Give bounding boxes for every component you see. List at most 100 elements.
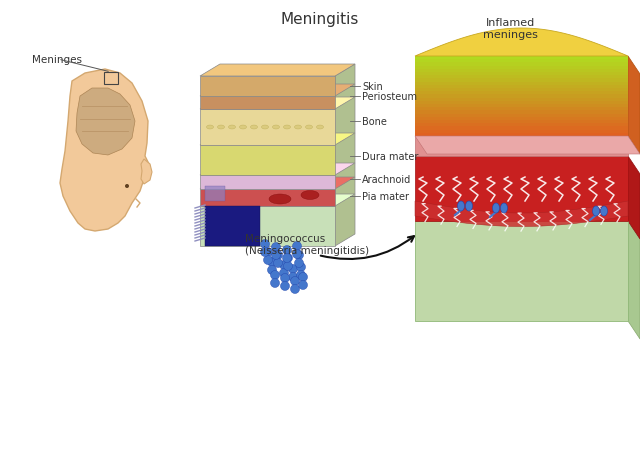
Circle shape xyxy=(298,281,307,290)
Text: Pia mater: Pia mater xyxy=(362,192,409,202)
Polygon shape xyxy=(415,83,628,86)
Ellipse shape xyxy=(262,126,269,130)
Circle shape xyxy=(289,273,298,282)
Circle shape xyxy=(284,254,292,263)
Text: Periosteum: Periosteum xyxy=(362,92,417,102)
Bar xyxy=(104,73,118,85)
Ellipse shape xyxy=(218,126,225,130)
Polygon shape xyxy=(415,137,628,156)
Circle shape xyxy=(296,263,305,272)
Polygon shape xyxy=(200,85,355,97)
Ellipse shape xyxy=(465,202,472,212)
Circle shape xyxy=(260,248,269,257)
Circle shape xyxy=(291,285,300,294)
Text: Meninges: Meninges xyxy=(32,55,82,65)
Ellipse shape xyxy=(593,207,600,216)
Circle shape xyxy=(264,256,273,265)
Polygon shape xyxy=(200,189,335,207)
Polygon shape xyxy=(335,65,355,246)
Polygon shape xyxy=(628,221,640,339)
Polygon shape xyxy=(415,29,628,57)
Circle shape xyxy=(292,242,301,251)
Polygon shape xyxy=(200,77,335,97)
Polygon shape xyxy=(415,105,628,108)
Circle shape xyxy=(271,271,280,280)
Polygon shape xyxy=(200,207,335,246)
Circle shape xyxy=(271,251,280,260)
Circle shape xyxy=(289,265,298,274)
Circle shape xyxy=(282,254,291,263)
Circle shape xyxy=(298,273,307,282)
Circle shape xyxy=(264,248,273,257)
Circle shape xyxy=(125,184,129,189)
Polygon shape xyxy=(415,63,628,66)
Circle shape xyxy=(271,279,280,288)
Polygon shape xyxy=(200,175,335,189)
Text: Skin: Skin xyxy=(362,82,383,92)
Polygon shape xyxy=(415,118,628,121)
Polygon shape xyxy=(415,60,628,63)
Polygon shape xyxy=(415,89,628,92)
Polygon shape xyxy=(415,108,628,111)
Ellipse shape xyxy=(250,126,257,130)
Circle shape xyxy=(273,251,282,260)
Polygon shape xyxy=(415,92,628,95)
Circle shape xyxy=(291,277,300,286)
Ellipse shape xyxy=(301,191,319,200)
Circle shape xyxy=(282,246,291,255)
Polygon shape xyxy=(628,156,640,239)
Text: Dura mater: Dura mater xyxy=(362,152,419,161)
Ellipse shape xyxy=(207,126,214,130)
Polygon shape xyxy=(200,97,335,110)
Circle shape xyxy=(292,250,301,259)
Polygon shape xyxy=(628,57,640,155)
Ellipse shape xyxy=(284,126,291,130)
Circle shape xyxy=(294,259,303,268)
Polygon shape xyxy=(415,221,628,321)
Polygon shape xyxy=(415,95,628,98)
Polygon shape xyxy=(205,207,260,246)
Polygon shape xyxy=(415,98,628,101)
Text: Inflamed
meninges: Inflamed meninges xyxy=(483,18,538,40)
Polygon shape xyxy=(415,121,628,124)
Polygon shape xyxy=(415,86,628,89)
Polygon shape xyxy=(200,164,355,175)
Ellipse shape xyxy=(317,126,323,130)
Ellipse shape xyxy=(228,126,236,130)
Polygon shape xyxy=(415,111,628,115)
Polygon shape xyxy=(200,194,355,207)
Polygon shape xyxy=(415,66,628,69)
Polygon shape xyxy=(200,65,355,77)
Text: Bone: Bone xyxy=(362,117,387,127)
Polygon shape xyxy=(200,133,355,146)
Polygon shape xyxy=(415,156,628,221)
Ellipse shape xyxy=(239,126,246,130)
Circle shape xyxy=(268,258,276,267)
Ellipse shape xyxy=(493,203,499,213)
Circle shape xyxy=(271,243,280,252)
Circle shape xyxy=(260,240,269,249)
Circle shape xyxy=(296,271,305,280)
Ellipse shape xyxy=(600,207,607,216)
Circle shape xyxy=(273,259,282,268)
Polygon shape xyxy=(415,73,628,76)
Circle shape xyxy=(280,274,289,283)
Polygon shape xyxy=(415,79,628,83)
Polygon shape xyxy=(415,57,628,60)
Polygon shape xyxy=(200,110,335,146)
Text: Meningococcus
(Neisseria meningitidis): Meningococcus (Neisseria meningitidis) xyxy=(245,234,369,255)
Polygon shape xyxy=(141,160,152,184)
Ellipse shape xyxy=(273,126,280,130)
Ellipse shape xyxy=(500,203,508,213)
Text: Arachnoid: Arachnoid xyxy=(362,175,412,184)
Circle shape xyxy=(284,262,292,271)
Polygon shape xyxy=(415,133,628,137)
Polygon shape xyxy=(415,202,628,227)
Ellipse shape xyxy=(294,126,301,130)
Polygon shape xyxy=(415,115,628,118)
Circle shape xyxy=(268,266,276,275)
Polygon shape xyxy=(415,127,628,130)
Polygon shape xyxy=(60,70,150,231)
Circle shape xyxy=(280,261,289,270)
Circle shape xyxy=(294,251,303,260)
